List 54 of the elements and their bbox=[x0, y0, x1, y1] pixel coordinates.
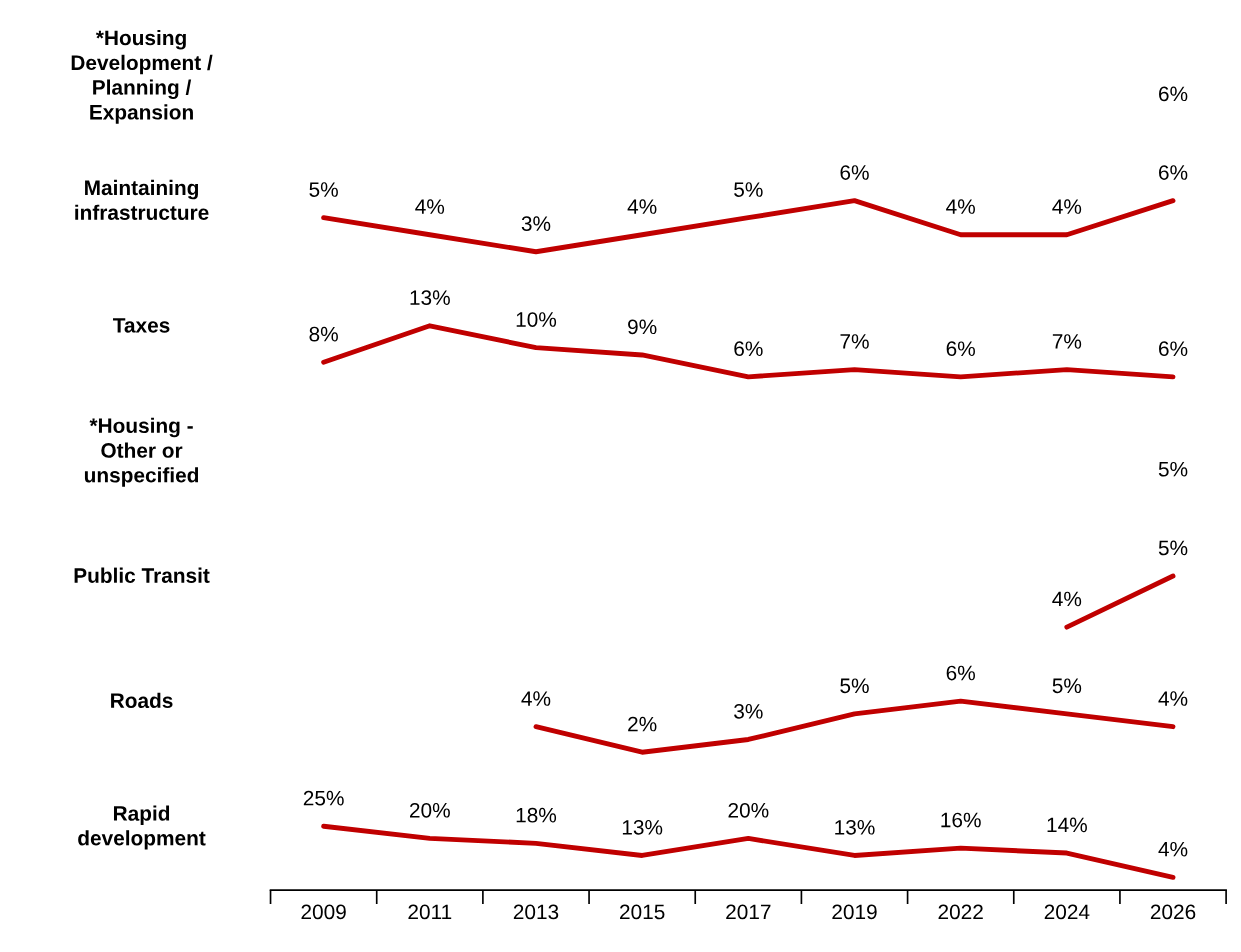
data-label: 6% bbox=[840, 165, 869, 180]
data-label: 3% bbox=[521, 216, 551, 231]
data-label: 13% bbox=[835, 819, 875, 835]
data-label: 25% bbox=[303, 790, 344, 806]
data-label: 4% bbox=[627, 199, 657, 214]
data-label: 10% bbox=[516, 312, 557, 327]
data-label: 4% bbox=[1052, 591, 1082, 607]
data-label: 20% bbox=[728, 802, 769, 818]
text: *Housing Development / Planning / Expansion bbox=[71, 29, 213, 124]
data-label: 13% bbox=[410, 290, 450, 306]
data-label: 16% bbox=[941, 812, 981, 828]
data-label: 14% bbox=[1047, 817, 1087, 833]
x-tick-label: 2015 bbox=[620, 904, 665, 920]
data-label: 6% bbox=[946, 341, 975, 357]
data-label: 6% bbox=[734, 341, 763, 357]
data-label: 5% bbox=[1052, 678, 1082, 694]
data-label: 7% bbox=[840, 334, 869, 349]
data-label: 4% bbox=[521, 691, 551, 706]
x-tick-label: 2013 bbox=[513, 904, 559, 920]
data-label: 9% bbox=[628, 319, 657, 335]
data-label: 4% bbox=[946, 199, 975, 214]
data-label: 6% bbox=[946, 665, 975, 681]
data-label: 13% bbox=[622, 819, 663, 835]
y-axis-title: Taxes bbox=[113, 318, 170, 333]
y-axis-title: Maintaining infrastructure bbox=[75, 179, 209, 220]
data-label: 5% bbox=[309, 182, 338, 197]
text: *Housing - Other or unspecified bbox=[84, 417, 199, 487]
data-label: 20% bbox=[410, 802, 450, 818]
data-label: 6% bbox=[1159, 165, 1188, 180]
text: 6% bbox=[1159, 86, 1188, 102]
data-label: 5% bbox=[840, 678, 869, 694]
x-tick-label: 2009 bbox=[301, 904, 346, 920]
x-tick-label: 2022 bbox=[938, 904, 983, 920]
data-label: 4% bbox=[1158, 841, 1188, 857]
data-label: 5% bbox=[1158, 540, 1188, 556]
x-tick-label: 2024 bbox=[1044, 904, 1090, 920]
data-label: 2% bbox=[628, 716, 657, 732]
data-label: 3% bbox=[734, 703, 763, 719]
data-label: 4% bbox=[415, 199, 445, 214]
x-tick-label: 2026 bbox=[1150, 904, 1196, 920]
y-axis-title: Rapid development bbox=[78, 805, 206, 850]
data-label: 4% bbox=[1158, 691, 1188, 706]
x-tick-label: 2011 bbox=[408, 904, 452, 920]
data-label: 5% bbox=[734, 182, 763, 197]
x-tick-label: 2019 bbox=[832, 904, 877, 920]
data-label: 18% bbox=[516, 807, 557, 823]
y-axis-title: Public Transit bbox=[74, 567, 210, 583]
data-label: 7% bbox=[1052, 334, 1082, 349]
x-tick-label: 2017 bbox=[726, 904, 771, 920]
data-label: 4% bbox=[1052, 199, 1082, 214]
data-label: 6% bbox=[1159, 341, 1188, 357]
y-axis-title: Roads bbox=[111, 692, 173, 709]
data-label: 8% bbox=[309, 326, 338, 342]
text: 5% bbox=[1158, 461, 1188, 477]
